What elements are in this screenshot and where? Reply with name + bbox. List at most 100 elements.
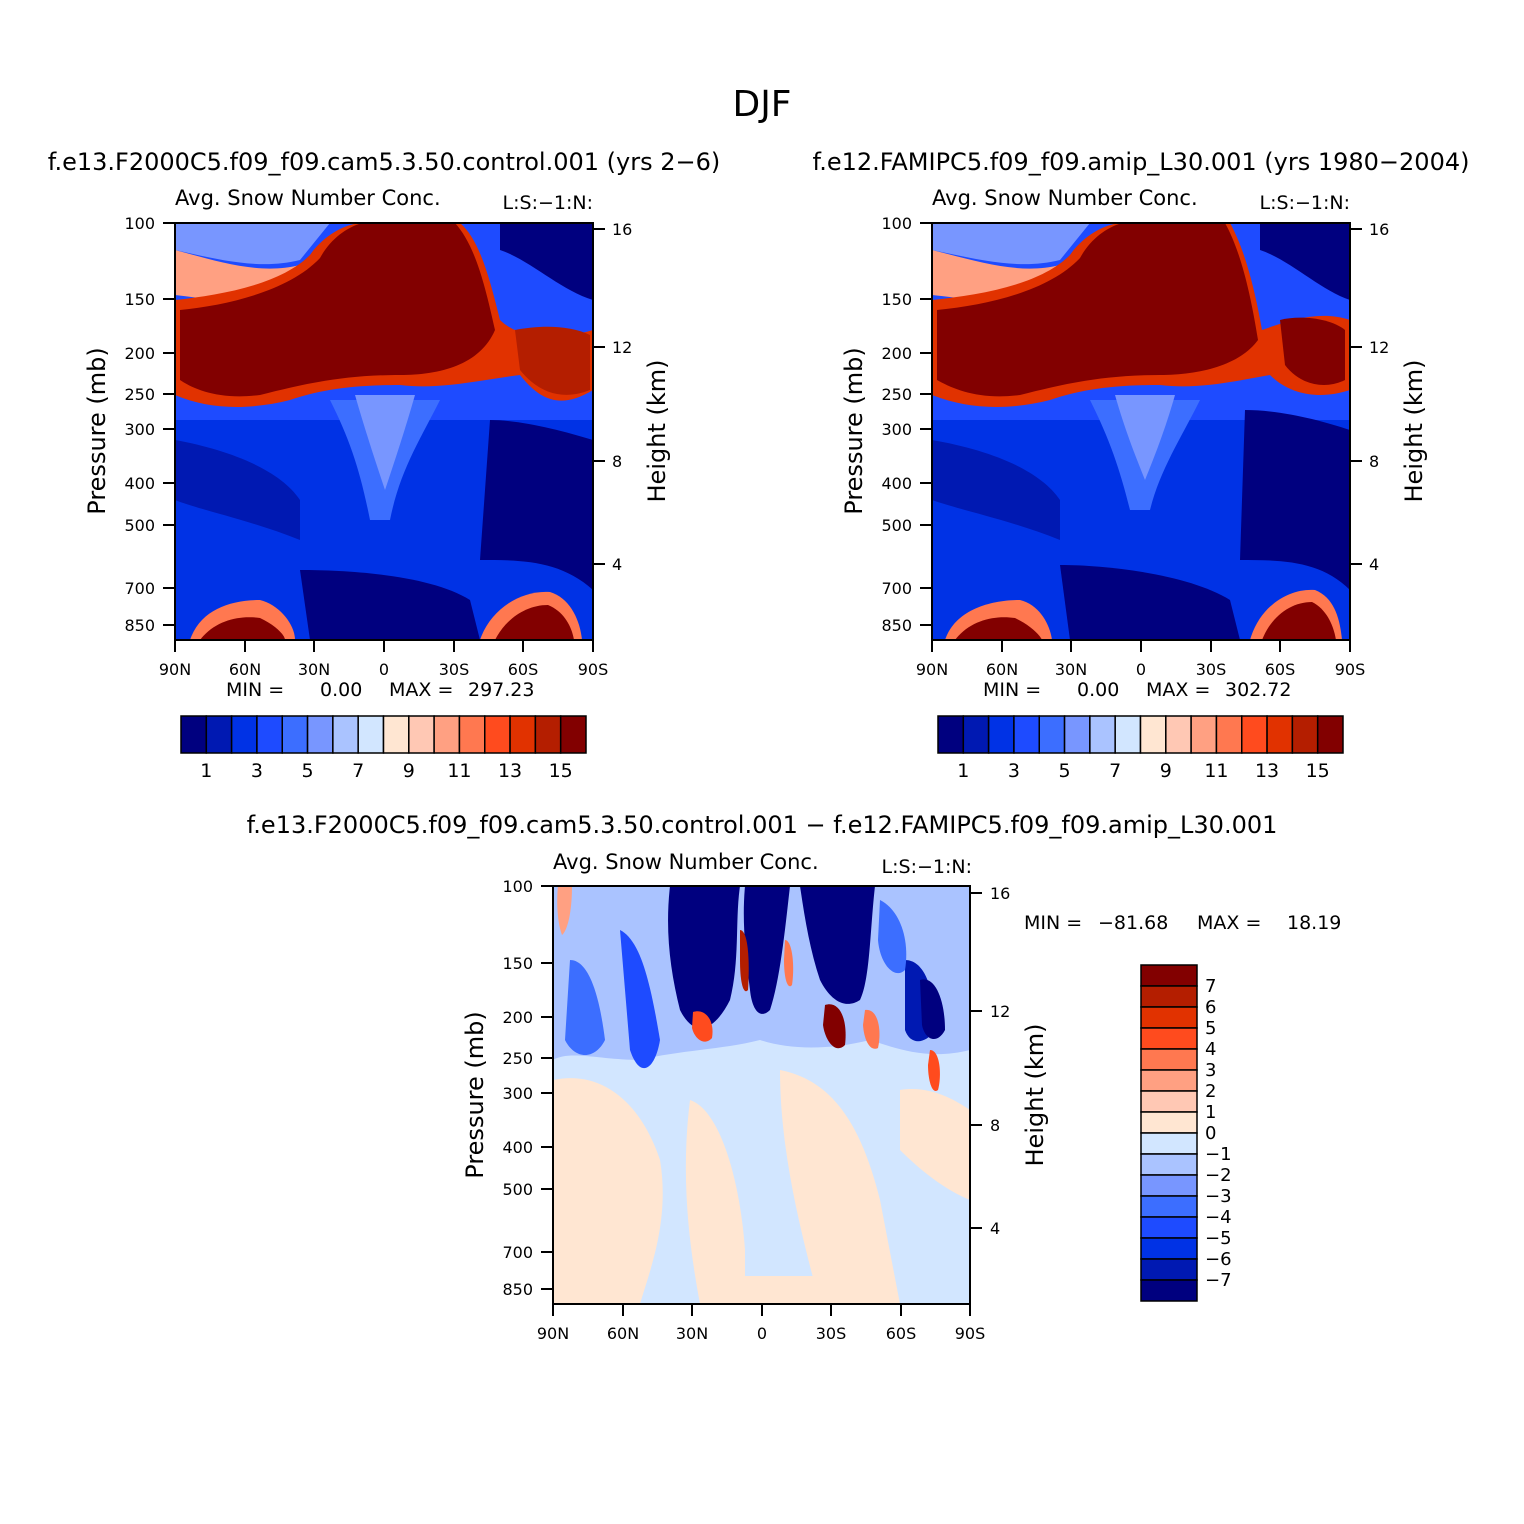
x-tick-label: 0 xyxy=(757,1324,767,1343)
x-tick-label: 90S xyxy=(578,660,609,679)
colorbar-box xyxy=(1140,1027,1198,1050)
max-value: 297.23 xyxy=(468,679,534,701)
y-right-tick-label: 8 xyxy=(612,452,622,471)
y-right-tick-label: 8 xyxy=(1369,452,1379,471)
colorbar-tick-label: −3 xyxy=(1205,1186,1232,1207)
y-right-tick-label: 16 xyxy=(1369,220,1389,239)
axes-control: 90N 60N 30N 0 30S 60S 90S 100 150 xyxy=(83,214,671,679)
colorbar-box xyxy=(306,715,334,754)
x-tick-label: 30S xyxy=(439,660,470,679)
y-tick-label: 200 xyxy=(502,1008,533,1027)
y-axis-label: Pressure (mb) xyxy=(461,1011,489,1178)
colorbar-box xyxy=(1140,1048,1198,1071)
colorbar-boxes-difference xyxy=(1140,964,1198,1302)
colorbar-box xyxy=(1140,1195,1198,1218)
colorbar-tick-label: 2 xyxy=(1205,1081,1216,1102)
colorbar-box xyxy=(1114,715,1142,754)
colorbar-box xyxy=(1140,1090,1198,1113)
colorbar-tick-label: 3 xyxy=(1008,760,1020,782)
colorbar-tick-label: −1 xyxy=(1205,1144,1232,1165)
y-right-ticks-control: 16 12 8 4 xyxy=(593,220,632,574)
y-right-tick-label: 8 xyxy=(990,1116,1000,1135)
x-tick-label: 90N xyxy=(159,660,191,679)
x-tick-label: 30S xyxy=(816,1324,847,1343)
y-tick-label: 500 xyxy=(502,1180,533,1199)
max-label: MAX = xyxy=(1146,679,1210,701)
x-tick-label: 0 xyxy=(379,660,389,679)
colorbar-box xyxy=(433,715,461,754)
x-tick-label: 0 xyxy=(1136,660,1146,679)
min-value: −81.68 xyxy=(1098,912,1168,934)
y-tick-label: 200 xyxy=(881,344,912,363)
x-tick-label: 60N xyxy=(986,660,1018,679)
minmax-control: MIN = 0.00 MAX = 297.23 xyxy=(226,679,534,701)
y-axis-right-label: Height (km) xyxy=(1400,360,1428,503)
case-title-difference: f.e13.F2000C5.f09_f09.cam5.3.50.control.… xyxy=(247,811,1278,839)
colorbar-box xyxy=(1140,1132,1198,1155)
colorbar-box xyxy=(357,715,385,754)
y-tick-label: 700 xyxy=(502,1243,533,1262)
case-title-amip: f.e12.FAMIPC5.f09_f09.amip_L30.001 (yrs … xyxy=(813,148,1470,176)
max-value: 302.72 xyxy=(1225,679,1291,701)
colorbar-box xyxy=(281,715,309,754)
max-value: 18.19 xyxy=(1287,912,1341,934)
y-tick-label: 150 xyxy=(881,290,912,309)
colorbar-box xyxy=(256,715,283,754)
colorbar-box xyxy=(1038,715,1066,754)
y-right-tick-label: 16 xyxy=(990,884,1010,903)
y-axis-right-label: Height (km) xyxy=(643,360,671,503)
minmax-amip: MIN = 0.00 MAX = 302.72 xyxy=(983,679,1291,701)
y-ticks-amip: 100 150 200 250 300 400 500 700 850 xyxy=(881,214,932,635)
colorbar-tick-label: 1 xyxy=(1205,1102,1216,1123)
contour-field-amip xyxy=(932,223,1350,640)
colorbar-box xyxy=(180,715,208,754)
minmax-difference: MIN = −81.68 MAX = 18.19 xyxy=(1024,912,1341,934)
min-label: MIN = xyxy=(983,679,1041,701)
colorbar-box xyxy=(1140,1279,1198,1302)
x-tick-label: 30N xyxy=(676,1324,708,1343)
colorbar-box xyxy=(1266,715,1294,754)
colorbar-box xyxy=(1013,715,1040,754)
colorbar-box xyxy=(1165,715,1192,754)
y-axis-right-label: Height (km) xyxy=(1021,1024,1049,1167)
y-axis-label: Pressure (mb) xyxy=(840,347,868,514)
colorbar-box xyxy=(1190,715,1218,754)
colorbar-boxes-control xyxy=(180,715,587,754)
min-label: MIN = xyxy=(226,679,284,701)
colorbar-tick-label: 3 xyxy=(251,760,263,782)
y-tick-label: 200 xyxy=(124,344,155,363)
colorbar-tick-label: 5 xyxy=(302,760,314,782)
y-right-ticks-amip: 16 12 8 4 xyxy=(1350,220,1389,574)
x-tick-label: 60S xyxy=(1265,660,1296,679)
level-tag-amip: L:S:−1:N: xyxy=(1260,192,1350,214)
y-tick-label: 300 xyxy=(124,420,155,439)
colorbar-tick-label: 11 xyxy=(447,760,471,782)
x-tick-label: 60N xyxy=(607,1324,639,1343)
colorbar-box xyxy=(509,715,537,754)
y-axis-label: Pressure (mb) xyxy=(83,347,111,514)
y-tick-label: 100 xyxy=(881,214,912,233)
y-tick-label: 150 xyxy=(124,290,155,309)
x-tick-label: 30N xyxy=(1055,660,1087,679)
colorbar-boxes-amip xyxy=(937,715,1344,754)
colorbar-box xyxy=(382,715,410,754)
colorbar-tick-label: 4 xyxy=(1205,1039,1216,1060)
y-right-tick-label: 4 xyxy=(1369,555,1379,574)
colorbar-tick-label: 1 xyxy=(200,760,212,782)
colorbar-box xyxy=(937,715,965,754)
y-tick-label: 150 xyxy=(502,954,533,973)
colorbar-amip: 1 3 5 7 9 11 13 15 xyxy=(937,715,1344,782)
y-tick-label: 850 xyxy=(881,616,912,635)
y-tick-label: 400 xyxy=(881,474,912,493)
y-tick-label: 300 xyxy=(502,1084,533,1103)
colorbar-tick-label: −2 xyxy=(1205,1165,1232,1186)
colorbar-box xyxy=(332,715,359,754)
x-tick-label: 90N xyxy=(537,1324,569,1343)
y-ticks-control: 100 150 200 250 300 400 500 700 850 xyxy=(124,214,175,635)
colorbar-box xyxy=(1215,715,1243,754)
colorbar-tick-label: 7 xyxy=(352,760,364,782)
y-right-tick-label: 12 xyxy=(990,1002,1010,1021)
y-right-tick-label: 12 xyxy=(1369,338,1389,357)
y-right-tick-label: 4 xyxy=(612,555,622,574)
